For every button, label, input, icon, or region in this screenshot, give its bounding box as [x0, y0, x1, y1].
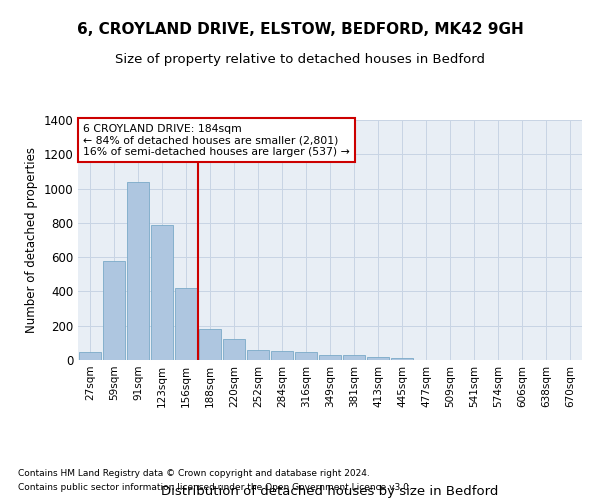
Bar: [247, 350, 269, 360]
Bar: [319, 355, 341, 360]
Bar: [295, 352, 317, 360]
Y-axis label: Number of detached properties: Number of detached properties: [25, 147, 38, 333]
Bar: [223, 338, 245, 360]
Text: Distribution of detached houses by size in Bedford: Distribution of detached houses by size …: [161, 485, 499, 498]
Bar: [79, 352, 101, 360]
Text: Contains HM Land Registry data © Crown copyright and database right 2024.: Contains HM Land Registry data © Crown c…: [18, 468, 370, 477]
Bar: [343, 355, 365, 360]
Text: Contains public sector information licensed under the Open Government Licence v3: Contains public sector information licen…: [18, 484, 412, 492]
Bar: [199, 329, 221, 360]
Bar: [151, 224, 173, 360]
Bar: [367, 356, 389, 360]
Bar: [127, 182, 149, 360]
Bar: [103, 262, 125, 360]
Bar: [271, 350, 293, 360]
Text: 6 CROYLAND DRIVE: 184sqm
← 84% of detached houses are smaller (2,801)
16% of sem: 6 CROYLAND DRIVE: 184sqm ← 84% of detach…: [83, 124, 350, 157]
Text: Size of property relative to detached houses in Bedford: Size of property relative to detached ho…: [115, 52, 485, 66]
Bar: [391, 358, 413, 360]
Text: 6, CROYLAND DRIVE, ELSTOW, BEDFORD, MK42 9GH: 6, CROYLAND DRIVE, ELSTOW, BEDFORD, MK42…: [77, 22, 523, 38]
Bar: [175, 288, 197, 360]
